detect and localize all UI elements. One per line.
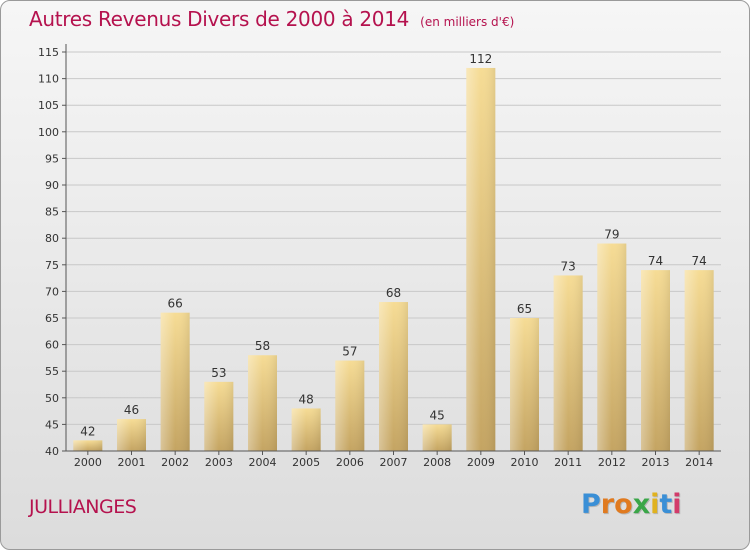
axes <box>65 44 721 452</box>
x-tick-label: 2002 <box>161 456 189 469</box>
bar-shading <box>466 67 496 452</box>
bar-shading <box>422 424 452 451</box>
logo-letter: i <box>672 489 682 520</box>
bar-shading <box>291 408 321 451</box>
y-tick-label: 45 <box>45 418 59 431</box>
data-label: 74 <box>692 254 707 268</box>
chart-title: Autres Revenus Divers de 2000 à 2014 (en… <box>29 7 514 31</box>
x-tick-label: 2011 <box>554 456 582 469</box>
data-label: 42 <box>80 424 95 438</box>
x-tick-label: 2010 <box>511 456 539 469</box>
x-tick-label: 2004 <box>249 456 277 469</box>
commune-name: JULLIANGES <box>29 496 137 518</box>
bar-shading <box>641 270 670 451</box>
y-tick-label: 60 <box>45 339 59 352</box>
x-tick-label: 2006 <box>336 456 364 469</box>
logo-letter: r <box>600 489 615 520</box>
data-labels: 42 46 66 53 58 48 57 68 45 112 65 73 79 74 74 <box>80 52 707 438</box>
data-label: 58 <box>255 339 270 353</box>
y-tick-label: 105 <box>38 99 59 112</box>
data-label: 53 <box>211 366 226 380</box>
y-tick-label: 40 <box>45 445 59 458</box>
bar-shading <box>379 302 408 451</box>
data-label: 57 <box>342 345 357 359</box>
x-tick-label: 2008 <box>423 456 451 469</box>
y-tick-label: 55 <box>45 365 59 378</box>
y-tick-label: 85 <box>45 206 59 219</box>
x-tick-label: 2005 <box>292 456 320 469</box>
data-label: 65 <box>517 302 532 316</box>
logo-letter: t <box>659 489 673 520</box>
x-tick-label: 2000 <box>74 456 102 469</box>
logo-letter: i <box>650 489 660 520</box>
y-tick-label: 80 <box>45 232 59 245</box>
y-tick-label: 95 <box>45 152 59 165</box>
logo-letter: P <box>581 489 601 520</box>
data-label: 79 <box>604 228 619 242</box>
bar-shading <box>597 243 627 451</box>
bars <box>73 67 714 452</box>
data-label: 48 <box>299 392 314 406</box>
data-label: 74 <box>648 254 663 268</box>
bar-shading <box>553 275 583 451</box>
bar-shading <box>248 355 277 451</box>
bar-shading <box>684 270 714 451</box>
data-label: 46 <box>124 403 139 417</box>
y-tick-label: 90 <box>45 179 59 192</box>
bar-shading <box>160 312 190 451</box>
y-tick-label: 115 <box>38 46 59 59</box>
unit-note: (en milliers d'€) <box>420 15 515 29</box>
x-tick-label: 2009 <box>467 456 495 469</box>
proxiti-logo: Proxiti <box>581 489 682 520</box>
logo-letter: x <box>632 489 651 520</box>
bar-shading <box>510 318 539 451</box>
y-tick-label: 100 <box>38 126 59 139</box>
bar-shading <box>73 440 103 451</box>
y-tick-label: 110 <box>38 73 59 86</box>
x-tick-label: 2012 <box>598 456 626 469</box>
y-tick-label: 65 <box>45 312 59 325</box>
x-tick-label: 2013 <box>642 456 670 469</box>
x-tick-label: 2001 <box>118 456 146 469</box>
y-tick-label: 50 <box>45 392 59 405</box>
bar-shading <box>204 381 234 451</box>
title-text: Autres Revenus Divers de 2000 à 2014 <box>29 7 410 31</box>
y-axis-ticks: 40 45 50 55 60 65 70 75 80 85 90 95 100 105 110 115 <box>38 46 66 458</box>
x-tick-label: 2003 <box>205 456 233 469</box>
data-label: 68 <box>386 286 401 300</box>
data-label: 73 <box>561 259 576 273</box>
data-label: 66 <box>168 297 183 311</box>
bar-shading <box>117 419 146 451</box>
bar-shading <box>335 360 365 451</box>
logo-letter: o <box>614 489 633 520</box>
data-label: 45 <box>430 408 445 422</box>
y-tick-label: 75 <box>45 259 59 272</box>
data-label: 112 <box>469 52 492 66</box>
x-tick-label: 2014 <box>685 456 713 469</box>
y-tick-label: 70 <box>45 285 59 298</box>
x-axis-ticks: 2000 2001 2002 2003 2004 2005 2006 2007 2008 2009… <box>74 451 713 469</box>
x-tick-label: 2007 <box>380 456 408 469</box>
